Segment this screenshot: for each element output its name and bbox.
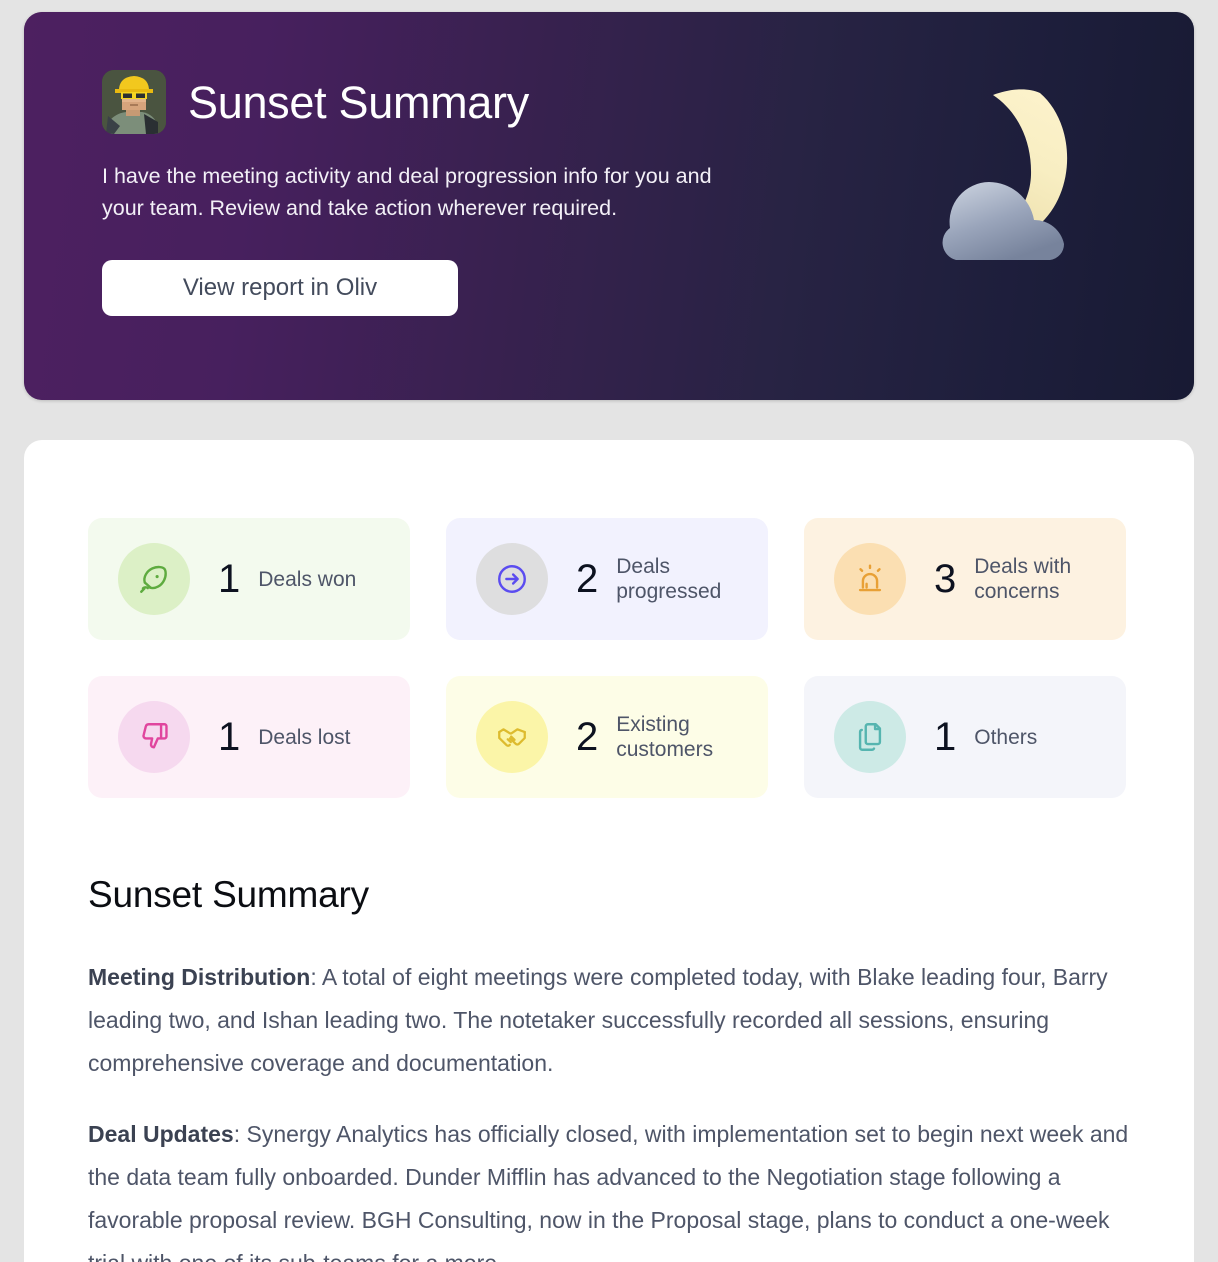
stat-label: Others bbox=[974, 725, 1038, 749]
stat-card-others[interactable]: 1 Others bbox=[804, 676, 1126, 798]
paragraph-lead: Meeting Distribution bbox=[88, 964, 311, 990]
stat-value: 3 bbox=[934, 557, 957, 601]
summary-card: 1 Deals won 2 Deals progressed bbox=[24, 440, 1194, 1262]
pixel-avatar-hardhat-sunglasses bbox=[102, 70, 166, 134]
hero-description: I have the meeting activity and deal pro… bbox=[102, 164, 712, 220]
stat-value: 2 bbox=[576, 715, 599, 759]
stat-card-deals-lost[interactable]: 1 Deals lost bbox=[88, 676, 410, 798]
stat-label: Deals won bbox=[258, 567, 357, 591]
rocket-icon bbox=[118, 543, 190, 615]
stat-label: Deals with concerns bbox=[974, 555, 1072, 603]
stat-card-deals-with-concerns[interactable]: 3 Deals with concerns bbox=[804, 518, 1126, 640]
stat-value: 1 bbox=[218, 557, 241, 601]
stat-value: 1 bbox=[218, 715, 241, 759]
stats-grid: 1 Deals won 2 Deals progressed bbox=[88, 518, 1130, 798]
arrow-right-circle-icon bbox=[476, 543, 548, 615]
summary-heading: Sunset Summary bbox=[88, 874, 369, 915]
thumbs-down-icon bbox=[118, 701, 190, 773]
stat-value: 1 bbox=[934, 715, 957, 759]
paragraph-lead: Deal Updates bbox=[88, 1121, 234, 1147]
stat-label: Deals progressed bbox=[616, 555, 722, 603]
stat-label: Existing customers bbox=[616, 713, 714, 761]
paragraph-body: : A total of eight meetings were complet… bbox=[88, 964, 1108, 1076]
sunset-summary-hero-banner: Sunset Summary I have the meeting activi… bbox=[24, 12, 1194, 400]
stat-card-existing-customers[interactable]: 2 Existing customers bbox=[446, 676, 768, 798]
copy-documents-icon bbox=[834, 701, 906, 773]
paragraph-body: : Synergy Analytics has officially close… bbox=[88, 1121, 1129, 1262]
stat-value: 2 bbox=[576, 557, 599, 601]
page-title: Sunset Summary bbox=[188, 76, 529, 128]
paragraph-deal-updates: Deal Updates: Synergy Analytics has offi… bbox=[88, 1113, 1130, 1262]
handshake-icon bbox=[476, 701, 548, 773]
stat-card-deals-won[interactable]: 1 Deals won bbox=[88, 518, 410, 640]
stat-label: Deals lost bbox=[258, 725, 351, 749]
alarm-light-icon bbox=[834, 543, 906, 615]
stat-card-deals-progressed[interactable]: 2 Deals progressed bbox=[446, 518, 768, 640]
moon-cloud-icon bbox=[912, 80, 1132, 270]
hero-title-row: Sunset Summary bbox=[102, 70, 1194, 134]
view-report-in-oliv-button[interactable]: View report in Oliv bbox=[102, 260, 458, 316]
paragraph-meeting-distribution: Meeting Distribution: A total of eight m… bbox=[88, 956, 1130, 1085]
